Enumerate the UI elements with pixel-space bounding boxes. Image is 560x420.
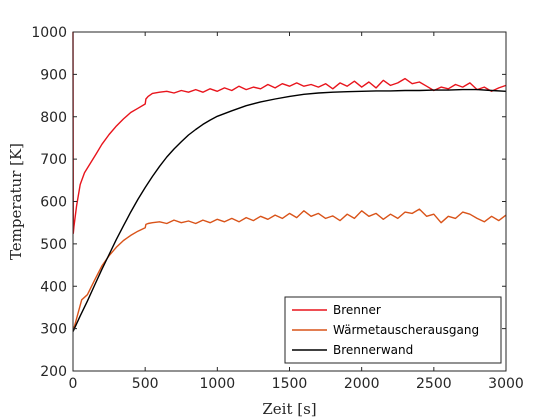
x-axis-label: Zeit [s] xyxy=(262,400,316,418)
legend: Brenner Wärmetauscherausgang Brennerwand xyxy=(284,296,502,364)
series-line-2 xyxy=(72,88,507,332)
y-tick-label: 700 xyxy=(40,152,67,168)
x-tick-label: 500 xyxy=(132,376,159,392)
series-line-0 xyxy=(72,31,507,235)
y-tick-label: 200 xyxy=(40,364,67,380)
legend-entry-0: Brenner xyxy=(333,303,381,317)
y-axis-label: Temperatur [K] xyxy=(7,143,25,260)
x-tick-label: 3000 xyxy=(488,376,524,392)
x-tick-label: 1000 xyxy=(200,376,236,392)
legend-entry-1: Wärmetauscherausgang xyxy=(333,323,479,337)
y-tick-label: 600 xyxy=(40,195,67,211)
x-tick-label: 0 xyxy=(69,376,78,392)
x-tick-label: 2500 xyxy=(416,376,452,392)
x-tick-label: 1500 xyxy=(272,376,308,392)
y-tick-label: 400 xyxy=(40,279,67,295)
y-tick-label: 1000 xyxy=(31,25,67,41)
y-tick-label: 300 xyxy=(40,322,67,338)
y-tick-label: 500 xyxy=(40,237,67,253)
y-tick-label: 800 xyxy=(40,110,67,126)
series-line-1 xyxy=(72,208,507,331)
legend-items: Brenner Wärmetauscherausgang Brennerwand xyxy=(292,303,479,357)
axis-ticks: 0 500 1000 1500 2000 2500 3000 200 300 400 500 600 7… xyxy=(31,25,523,392)
legend-entry-2: Brennerwand xyxy=(333,343,413,357)
x-tick-label: 2000 xyxy=(344,376,380,392)
y-tick-label: 900 xyxy=(40,67,67,83)
series-layer xyxy=(72,31,507,332)
